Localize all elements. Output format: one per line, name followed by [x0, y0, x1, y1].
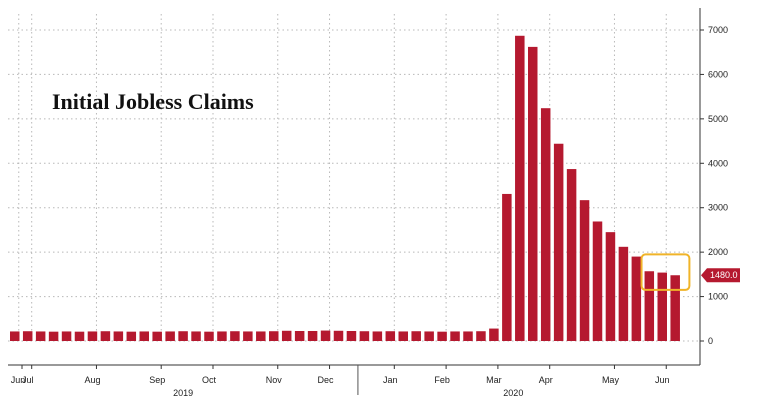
- bar: [579, 200, 590, 341]
- bar: [230, 331, 240, 341]
- bar: [631, 256, 642, 341]
- bar: [424, 331, 434, 341]
- bar: [74, 331, 85, 341]
- bar: [113, 331, 124, 341]
- bar: [191, 331, 201, 341]
- bar: [281, 330, 292, 341]
- bar: [87, 331, 98, 341]
- bar: [605, 232, 616, 341]
- bar: [385, 331, 396, 341]
- x-tick-label: Nov: [266, 375, 283, 385]
- y-tick-label: 7000: [708, 25, 728, 35]
- y-tick-label: 2000: [708, 247, 728, 257]
- bar: [320, 330, 331, 341]
- chart-title: Initial Jobless Claims: [52, 89, 254, 114]
- x-tick-label: Mar: [486, 375, 502, 385]
- x-tick-label: Sep: [149, 375, 165, 385]
- bar: [256, 331, 266, 341]
- year-label: 2019: [173, 388, 193, 398]
- bar: [398, 331, 408, 341]
- x-tick-label: Jul: [22, 375, 34, 385]
- bar: [165, 331, 175, 341]
- x-tick-label: Dec: [318, 375, 335, 385]
- bar: [463, 331, 473, 341]
- bar: [152, 331, 162, 341]
- highlight-box: [640, 253, 691, 291]
- bar: [502, 193, 512, 341]
- bar: [333, 330, 344, 341]
- bar: [346, 331, 357, 341]
- last-value-tag: [701, 268, 740, 283]
- bar: [48, 331, 59, 341]
- y-tick-label: 0: [708, 336, 713, 346]
- bar: [126, 331, 137, 341]
- last-value-label: 1480.0: [710, 270, 738, 280]
- bar: [243, 331, 253, 341]
- x-tick-label: Jun: [11, 375, 26, 385]
- bar: [204, 331, 214, 341]
- bar: [657, 272, 667, 341]
- x-tick-label: Jan: [383, 375, 398, 385]
- bar: [22, 331, 33, 341]
- bar: [592, 221, 603, 341]
- bar: [618, 246, 629, 341]
- y-tick-label: 4000: [708, 158, 728, 168]
- x-tick-label: May: [602, 375, 620, 385]
- bar: [540, 108, 551, 342]
- bar: [100, 331, 111, 341]
- bar: [61, 331, 72, 341]
- bar: [476, 331, 486, 341]
- bar: [566, 169, 577, 341]
- bar: [178, 331, 188, 341]
- highlight-rect: [640, 253, 691, 291]
- bar: [372, 331, 383, 341]
- bar: [515, 35, 525, 341]
- bar: [294, 331, 305, 341]
- bar: [670, 275, 680, 341]
- bar: [553, 143, 564, 341]
- bar: [269, 331, 279, 341]
- x-tick-label: Feb: [434, 375, 450, 385]
- bars: [10, 35, 680, 342]
- bar: [644, 271, 655, 341]
- y-tick-label: 1000: [708, 292, 728, 302]
- bar: [450, 331, 460, 341]
- bar: [10, 331, 20, 341]
- y-tick-label: 3000: [708, 203, 728, 213]
- y-axis: 0 1000 2000 3000 4000 5000 6000 7000 1480.0: [699, 8, 740, 365]
- year-label: 2020: [503, 388, 523, 398]
- bar: [359, 331, 370, 341]
- x-tick-label: Jun: [655, 375, 670, 385]
- y-tick-label: 5000: [708, 114, 728, 124]
- bar: [217, 331, 227, 341]
- bar: [411, 331, 421, 341]
- bar: [437, 331, 447, 341]
- bar: [307, 331, 318, 341]
- x-tick-label: Apr: [539, 375, 553, 385]
- x-tick-label: Aug: [84, 375, 100, 385]
- bar: [139, 331, 149, 341]
- bar: [528, 46, 538, 341]
- bar: [35, 331, 46, 341]
- bar: [489, 328, 499, 341]
- y-tick-label: 6000: [708, 69, 728, 79]
- x-tick-label: Oct: [202, 375, 217, 385]
